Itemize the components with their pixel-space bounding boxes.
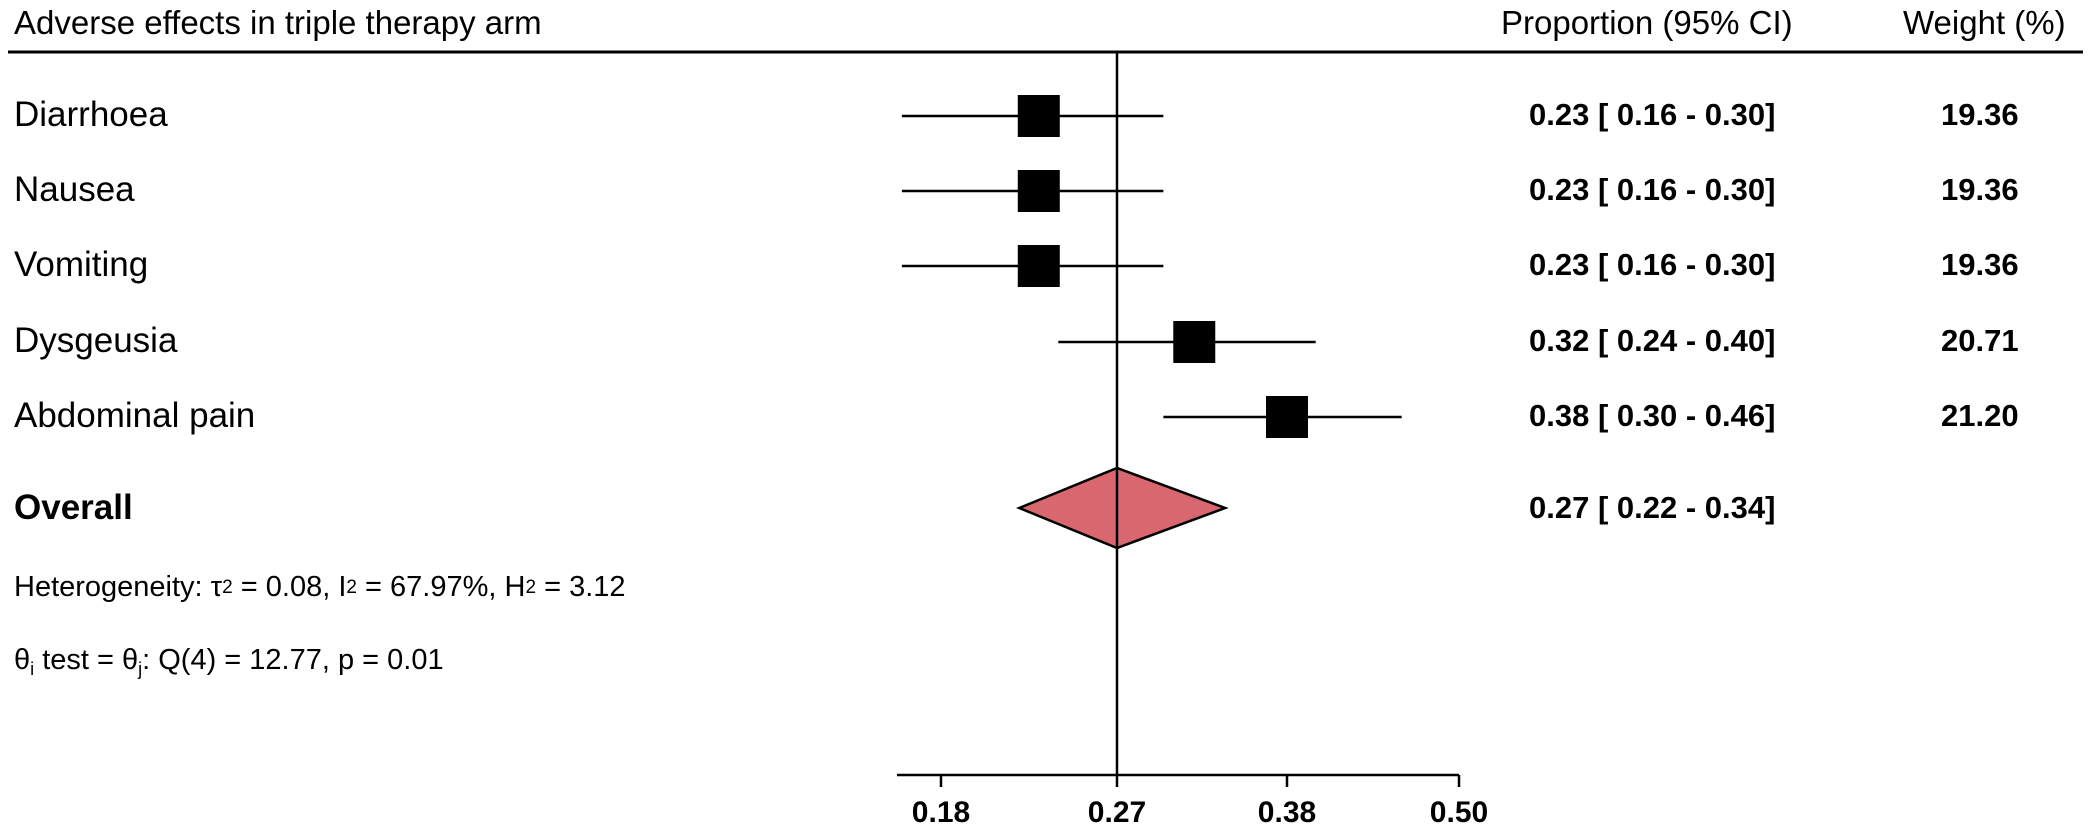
- x-tick-label: 0.38: [1258, 796, 1316, 829]
- row-ci-text: 0.23 [ 0.16 - 0.30]: [1529, 97, 1776, 132]
- x-tick-label: 0.27: [1088, 796, 1146, 829]
- row-ci-text: 0.23 [ 0.16 - 0.30]: [1529, 247, 1776, 282]
- row-label: Dysgeusia: [14, 321, 178, 360]
- homogeneity-test: θi test = θj: Q(4) = 12.77, p = 0.01: [14, 644, 444, 679]
- overall-label: Overall: [14, 488, 133, 527]
- point-estimate-marker: [1017, 245, 1060, 287]
- row-label: Vomiting: [14, 245, 149, 284]
- column-header-weight: Weight (%): [1903, 4, 2066, 41]
- point-estimate-marker: [1017, 170, 1060, 212]
- row-weight: 20.71: [1941, 323, 2019, 358]
- row-weight: 19.36: [1941, 97, 2019, 132]
- point-estimate-marker: [1173, 321, 1216, 363]
- row-weight: 21.20: [1941, 398, 2019, 433]
- overall-diamond: [1015, 466, 1229, 550]
- row-weight: 19.36: [1941, 172, 2019, 207]
- chart-title: Adverse effects in triple therapy arm: [14, 4, 542, 41]
- row-ci-text: 0.38 [ 0.30 - 0.46]: [1529, 398, 1776, 433]
- row-weight: 19.36: [1941, 247, 2019, 282]
- row-label: Abdominal pain: [14, 396, 256, 435]
- x-tick-label: 0.50: [1430, 796, 1488, 829]
- row-ci-text: 0.23 [ 0.16 - 0.30]: [1529, 172, 1776, 207]
- point-estimate-marker: [1266, 396, 1308, 438]
- row-ci-text: 0.32 [ 0.24 - 0.40]: [1529, 323, 1776, 358]
- row-label: Nausea: [14, 170, 135, 209]
- point-estimate-marker: [1017, 95, 1060, 137]
- row-label: Diarrhoea: [14, 95, 168, 134]
- x-tick-label: 0.18: [912, 796, 970, 829]
- overall-ci-text: 0.27 [ 0.22 - 0.34]: [1529, 490, 1776, 525]
- column-header-ci: Proportion (95% CI): [1501, 4, 1793, 41]
- heterogeneity-stats: Heterogeneity: τ2 = 0.08, I2 = 67.97%, H…: [14, 571, 626, 603]
